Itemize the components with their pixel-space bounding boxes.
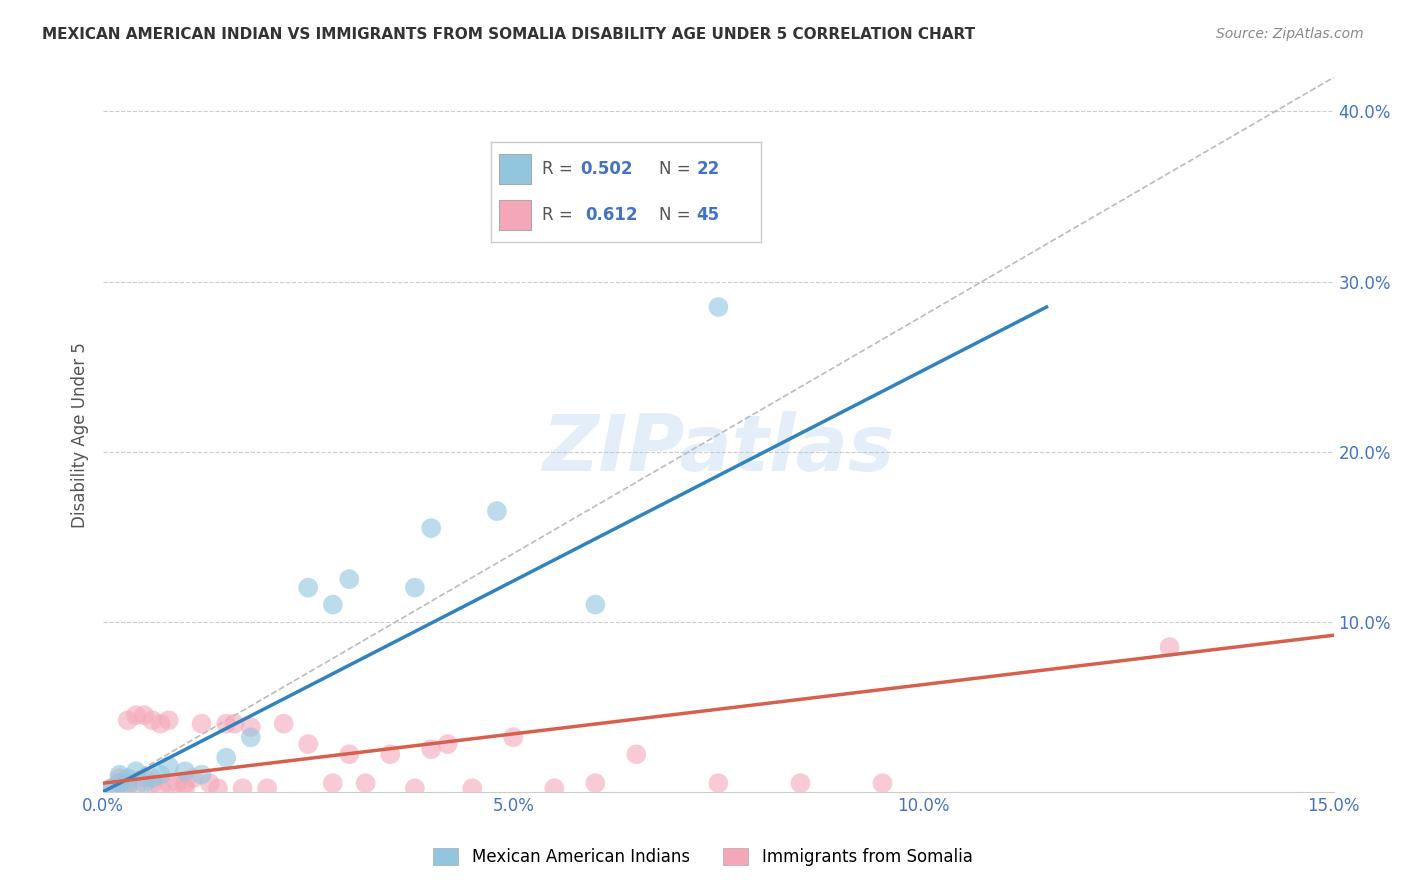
Point bbox=[141, 776, 163, 790]
Point bbox=[117, 776, 139, 790]
Point bbox=[322, 598, 344, 612]
Y-axis label: Disability Age Under 5: Disability Age Under 5 bbox=[72, 342, 89, 527]
Text: MEXICAN AMERICAN INDIAN VS IMMIGRANTS FROM SOMALIA DISABILITY AGE UNDER 5 CORREL: MEXICAN AMERICAN INDIAN VS IMMIGRANTS FR… bbox=[42, 27, 976, 42]
Point bbox=[174, 776, 197, 790]
Point bbox=[322, 776, 344, 790]
Point bbox=[125, 708, 148, 723]
Point bbox=[157, 759, 180, 773]
Point bbox=[707, 776, 730, 790]
Point bbox=[190, 716, 212, 731]
Point bbox=[149, 716, 172, 731]
Point bbox=[404, 781, 426, 796]
Legend: Mexican American Indians, Immigrants from Somalia: Mexican American Indians, Immigrants fro… bbox=[425, 840, 981, 875]
Point bbox=[174, 764, 197, 779]
Point bbox=[117, 780, 139, 794]
Point bbox=[626, 747, 648, 762]
Point bbox=[134, 776, 156, 790]
Point bbox=[108, 776, 131, 790]
Point bbox=[157, 776, 180, 790]
Point bbox=[183, 771, 205, 785]
Point bbox=[215, 750, 238, 764]
Point bbox=[256, 781, 278, 796]
Point bbox=[117, 713, 139, 727]
Point bbox=[461, 781, 484, 796]
Point bbox=[190, 767, 212, 781]
Point bbox=[141, 713, 163, 727]
Point bbox=[420, 521, 443, 535]
Point bbox=[125, 764, 148, 779]
Point bbox=[273, 716, 295, 731]
Point bbox=[149, 767, 172, 781]
Point bbox=[108, 776, 131, 790]
Point bbox=[232, 781, 254, 796]
Point bbox=[215, 716, 238, 731]
Point bbox=[337, 572, 360, 586]
Point bbox=[337, 747, 360, 762]
Point bbox=[583, 598, 606, 612]
Point bbox=[141, 771, 163, 785]
Point bbox=[100, 781, 122, 796]
Point bbox=[174, 781, 197, 796]
Point bbox=[207, 781, 229, 796]
Point bbox=[297, 737, 319, 751]
Point bbox=[502, 731, 524, 745]
Point bbox=[157, 713, 180, 727]
Point bbox=[125, 781, 148, 796]
Point bbox=[239, 720, 262, 734]
Text: Source: ZipAtlas.com: Source: ZipAtlas.com bbox=[1216, 27, 1364, 41]
Point bbox=[134, 708, 156, 723]
Point bbox=[117, 771, 139, 785]
Point bbox=[789, 776, 811, 790]
Point bbox=[108, 771, 131, 785]
Point bbox=[436, 737, 458, 751]
Point bbox=[404, 581, 426, 595]
Point bbox=[707, 300, 730, 314]
Point bbox=[149, 781, 172, 796]
Point bbox=[485, 504, 508, 518]
Point bbox=[543, 781, 565, 796]
Point bbox=[100, 781, 122, 796]
Point bbox=[224, 716, 246, 731]
Point bbox=[1159, 640, 1181, 655]
Point bbox=[354, 776, 377, 790]
Point bbox=[380, 747, 402, 762]
Point bbox=[420, 742, 443, 756]
Point bbox=[198, 776, 221, 790]
Point bbox=[872, 776, 894, 790]
Point bbox=[108, 767, 131, 781]
Point bbox=[297, 581, 319, 595]
Point bbox=[166, 776, 188, 790]
Point bbox=[134, 771, 156, 785]
Text: ZIPatlas: ZIPatlas bbox=[543, 411, 894, 487]
Point bbox=[239, 731, 262, 745]
Point bbox=[583, 776, 606, 790]
